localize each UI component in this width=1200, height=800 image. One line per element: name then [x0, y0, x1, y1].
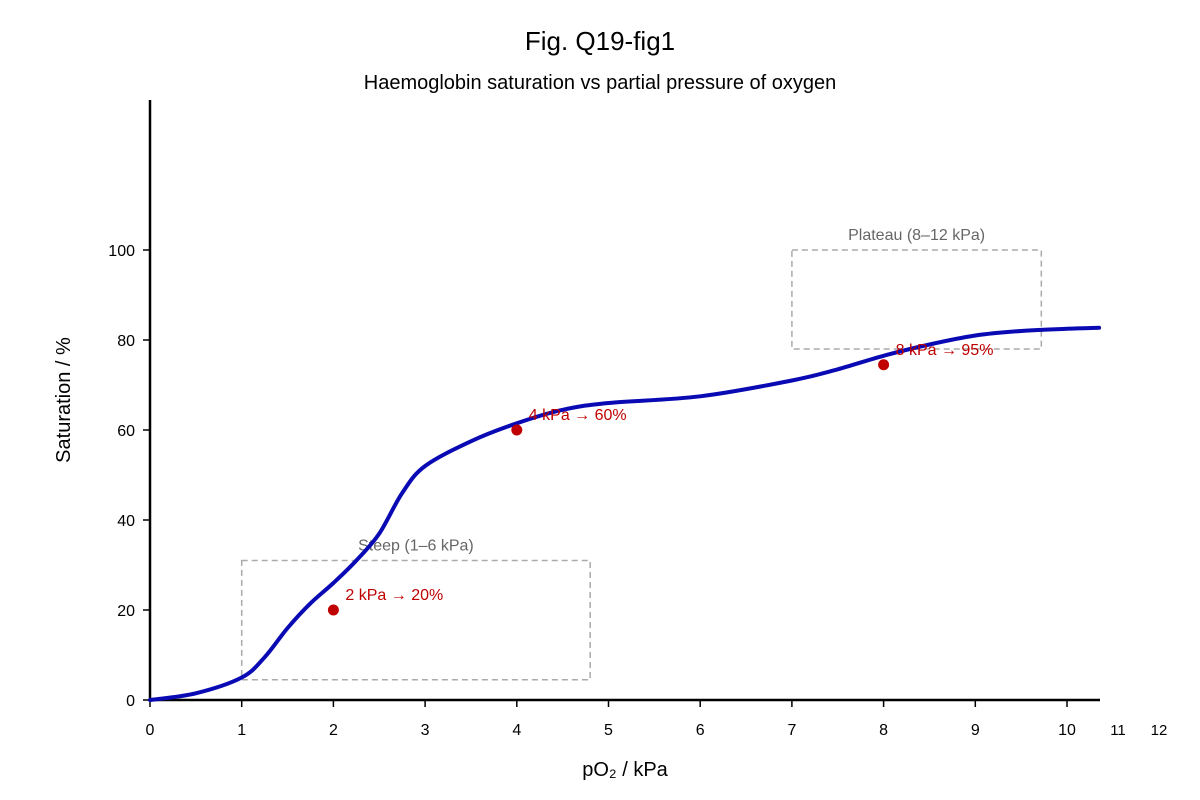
x-tick-label: 7	[787, 722, 796, 739]
data-point-label: 2 kPa → 20%	[345, 587, 443, 604]
region-box	[240, 559, 591, 681]
y-ticks: 0 20 40 60 80 100	[108, 243, 150, 710]
data-points: 2 kPa → 20% 4 kPa → 60% 8 kPa → 95%	[327, 342, 994, 616]
x-tick-label: 12	[1151, 722, 1168, 739]
y-tick-label: 80	[117, 333, 135, 350]
x-tick-label: 3	[421, 722, 430, 739]
data-point-label: 8 kPa → 95%	[896, 342, 994, 359]
data-point	[327, 604, 339, 616]
y-tick-label: 40	[117, 513, 135, 530]
regions: Steep (1–6 kPa) Plateau (8–12 kPa)	[240, 227, 1043, 681]
saturation-curve	[148, 325, 1102, 702]
x-ticks: 0 1 2 3 4 5 6 7 8 9 10 11 12	[146, 700, 1168, 739]
x-tick-label: 10	[1058, 722, 1076, 739]
x-tick-label: 2	[329, 722, 338, 739]
x-tick-label: 0	[146, 722, 155, 739]
data-point	[878, 359, 890, 371]
y-tick-label: 0	[126, 693, 135, 710]
x-tick-label: 8	[879, 722, 888, 739]
y-tick-label: 20	[117, 603, 135, 620]
x-tick-label: 6	[696, 722, 705, 739]
x-tick-label: 9	[971, 722, 980, 739]
chart-title: Fig. Q19-fig1	[525, 26, 675, 56]
data-point-label: 4 kPa → 60%	[529, 407, 627, 424]
y-tick-label: 60	[117, 423, 135, 440]
region-label: Steep (1–6 kPa)	[358, 538, 474, 555]
region-label: Plateau (8–12 kPa)	[848, 227, 985, 244]
data-point	[511, 424, 523, 436]
x-axis-label: pO₂ / kPa	[582, 759, 668, 781]
x-tick-label: 5	[604, 722, 613, 739]
y-tick-label: 100	[108, 243, 135, 260]
chart-subtitle: Haemoglobin saturation vs partial pressu…	[364, 72, 836, 94]
x-tick-label: 11	[1110, 722, 1126, 739]
x-tick-label: 1	[237, 722, 246, 739]
x-tick-label: 4	[512, 722, 521, 739]
y-axis-label: Saturation / %	[53, 337, 75, 463]
